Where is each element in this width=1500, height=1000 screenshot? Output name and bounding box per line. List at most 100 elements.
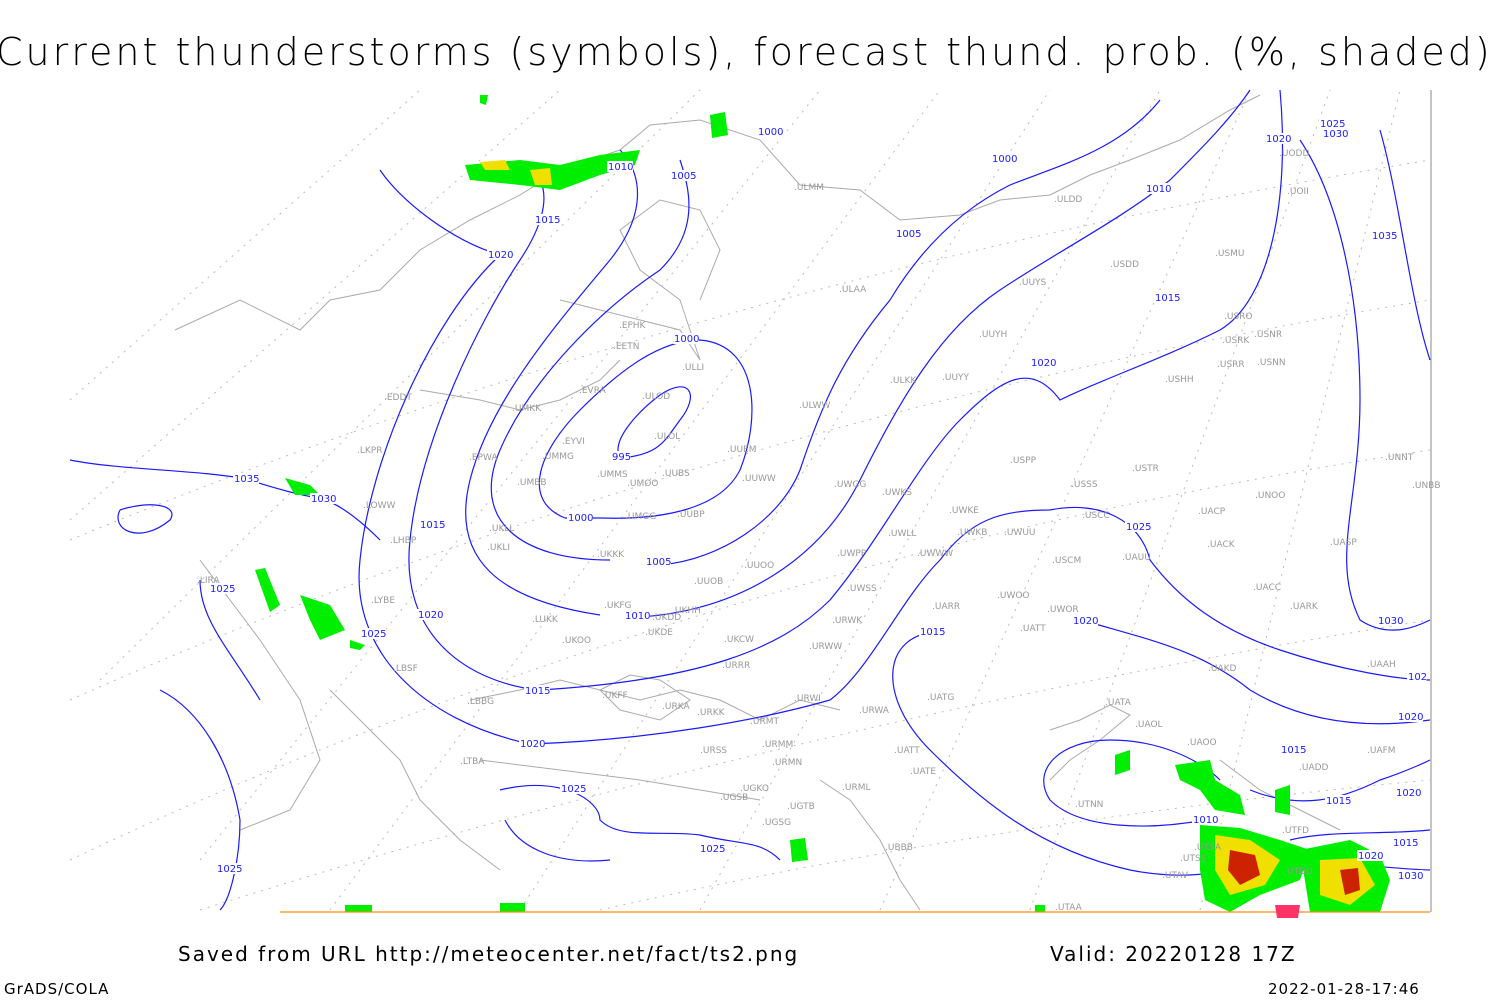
station-label: .ULWW bbox=[799, 401, 831, 411]
station-label: .UUBP bbox=[677, 510, 705, 520]
isobar-label: 1010 bbox=[1146, 184, 1171, 195]
station-label: .UATE bbox=[910, 767, 936, 777]
station-label: .UMKK bbox=[512, 404, 542, 414]
station-label: .UTDD bbox=[1284, 867, 1313, 877]
station-label: .UTSS bbox=[1180, 854, 1207, 864]
station-label: .UACK bbox=[1207, 540, 1236, 550]
isobar-label: 1020 bbox=[488, 250, 513, 261]
station-label: .UKFF bbox=[602, 691, 628, 701]
station-label: .UBBB bbox=[885, 843, 913, 853]
station-label: .UUBS bbox=[662, 469, 690, 479]
station-label: .UKDD bbox=[652, 613, 681, 623]
isobar-label: 1035 bbox=[1372, 231, 1397, 242]
station-label: .USCC bbox=[1082, 511, 1110, 521]
station-label: .UAKD bbox=[1208, 664, 1237, 674]
isobar-label: 1030 bbox=[311, 494, 336, 505]
station-label: .UAUU bbox=[1122, 553, 1151, 563]
station-label: .ULLI bbox=[682, 363, 704, 373]
isobar-label: 1015 bbox=[1393, 838, 1418, 849]
isobar-label: 1010 bbox=[1193, 815, 1218, 826]
station-label: .ULOD bbox=[642, 392, 670, 402]
station-label: .UWOO bbox=[997, 591, 1030, 601]
isobar-label: 1000 bbox=[758, 127, 783, 138]
station-label: .UUWW bbox=[742, 474, 776, 484]
station-label: .UAOL bbox=[1135, 720, 1163, 730]
station-label: .UTNN bbox=[1075, 800, 1103, 810]
isobar-label: 995 bbox=[612, 452, 631, 463]
station-label: .ULMM bbox=[794, 183, 824, 193]
station-label: .UKCW bbox=[724, 635, 754, 645]
station-label: .LBSF bbox=[393, 664, 418, 674]
station-label: .UWKE bbox=[949, 506, 979, 516]
isobar-label: 1020 bbox=[1398, 712, 1423, 723]
isobar-label: 1030 bbox=[1323, 129, 1348, 140]
station-label: .UARR bbox=[932, 602, 960, 612]
station-label: .UATT bbox=[1020, 624, 1046, 634]
station-label: .UGTB bbox=[787, 802, 815, 812]
station-label: .UGSB bbox=[720, 793, 748, 803]
station-label: .LUKK bbox=[532, 615, 559, 625]
station-label: .USNN bbox=[1257, 358, 1286, 368]
station-label: .UUEM bbox=[727, 445, 757, 455]
station-label: .UWKB bbox=[957, 528, 987, 538]
station-label: .URRR bbox=[722, 661, 750, 671]
generation-timestamp: 2022-01-28-17:46 bbox=[1268, 980, 1420, 998]
isobar-label: 1000 bbox=[992, 154, 1017, 165]
isobar-label: 1015 bbox=[525, 686, 550, 697]
isobar-label: 1005 bbox=[646, 557, 671, 568]
station-label: .LBBG bbox=[467, 697, 494, 707]
station-label: .URML bbox=[842, 783, 870, 793]
station-label: .UUOB bbox=[694, 577, 723, 587]
station-label: .UKDE bbox=[645, 628, 673, 638]
station-label: .USSS bbox=[1071, 480, 1098, 490]
isobar-label: 1015 bbox=[920, 627, 945, 638]
station-label: .USDD bbox=[1110, 260, 1139, 270]
station-label: .UATA bbox=[1105, 698, 1132, 708]
isobar-label: 1000 bbox=[674, 334, 699, 345]
isobar-label: 1025 bbox=[561, 784, 586, 795]
station-label: .UKLI bbox=[487, 543, 510, 553]
station-label: .UWUU bbox=[1004, 528, 1036, 538]
isobar-label: 1010 bbox=[608, 162, 633, 173]
station-label: .UTAA bbox=[1055, 903, 1083, 913]
station-label: .ULDD bbox=[1054, 195, 1082, 205]
station-label: .USPP bbox=[1010, 456, 1037, 466]
station-label: .UATT bbox=[894, 746, 920, 756]
station-label: .UKLL bbox=[489, 524, 514, 534]
isobar-label: 1030 bbox=[1398, 871, 1423, 882]
station-label: .UWLL bbox=[888, 529, 916, 539]
station-label: .EDDT bbox=[384, 393, 412, 403]
station-label: .LIRA bbox=[197, 576, 220, 586]
station-label: .UACC bbox=[1253, 583, 1281, 593]
station-label: .UUYY bbox=[942, 373, 970, 383]
station-label: .ULKK bbox=[890, 376, 917, 386]
isobar-label: 1000 bbox=[568, 513, 593, 524]
isobar-label: 1015 bbox=[1326, 796, 1351, 807]
station-label: .UADD bbox=[1299, 763, 1329, 773]
isobar-label: 1025 bbox=[361, 629, 386, 640]
station-label: .UWSS bbox=[847, 584, 877, 594]
station-label: .UOII bbox=[1287, 187, 1309, 197]
station-label: .URMM bbox=[762, 740, 793, 750]
thunderstorm-probability-shading bbox=[255, 95, 1430, 918]
station-label: .UMGG bbox=[625, 512, 656, 522]
station-label: .UKKK bbox=[597, 550, 625, 560]
station-label: .UMMG bbox=[542, 452, 574, 462]
station-label: .USRK bbox=[1222, 336, 1250, 346]
isobar-label: 1020 bbox=[1396, 788, 1421, 799]
station-label: .UWWW bbox=[917, 549, 953, 559]
station-label: .UAFM bbox=[1367, 746, 1396, 756]
station-label: .USCM bbox=[1052, 556, 1081, 566]
station-label: .UKFG bbox=[604, 601, 632, 611]
station-label: .EVRA bbox=[579, 386, 607, 396]
station-label: .UASP bbox=[1330, 538, 1357, 548]
station-label: .UNNT bbox=[1385, 453, 1414, 463]
station-label: .URWI bbox=[794, 694, 821, 704]
station-label: .ULAA bbox=[839, 285, 867, 295]
station-label: .LKPR bbox=[357, 446, 382, 456]
station-label: .URMT bbox=[750, 717, 779, 727]
graticule bbox=[69, 89, 1431, 911]
station-label: .UWOR bbox=[1047, 605, 1079, 615]
station-label: .UMOO bbox=[627, 479, 658, 489]
